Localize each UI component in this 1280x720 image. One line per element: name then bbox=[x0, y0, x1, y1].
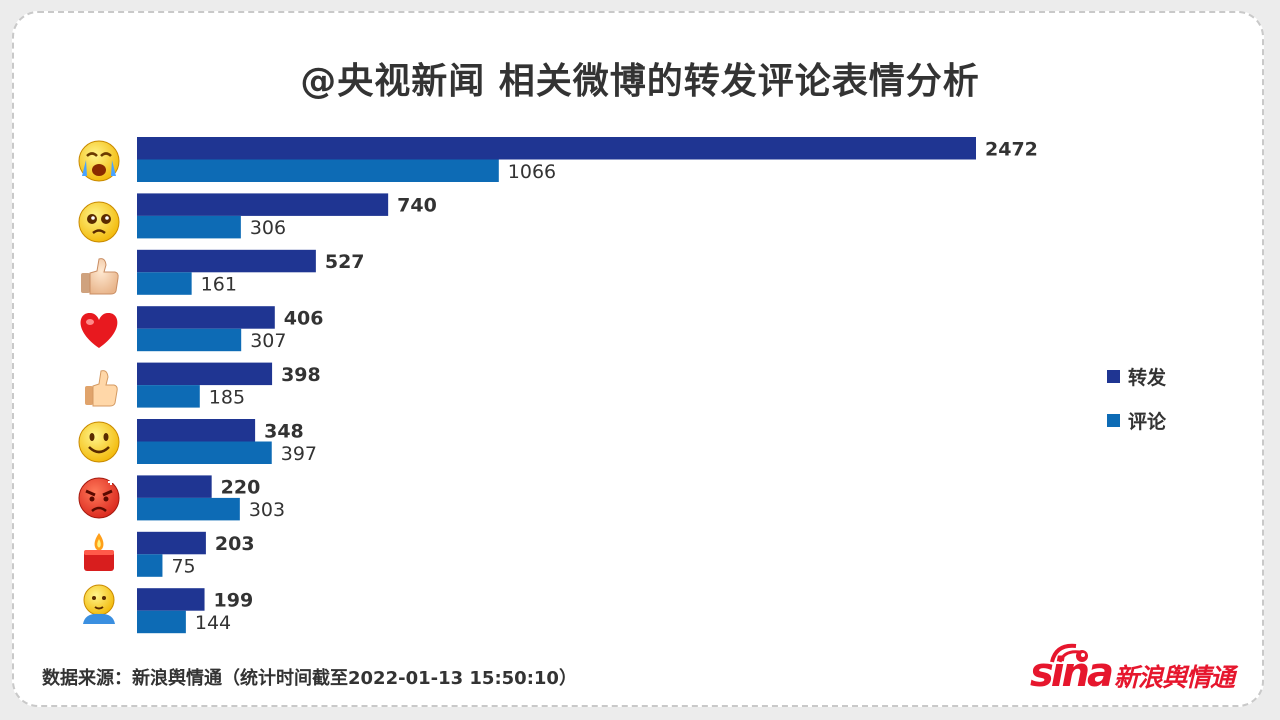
bar-smiling-face-comment bbox=[137, 441, 272, 464]
value-label-thumbs-up-yellow-forward: 398 bbox=[281, 364, 321, 386]
bar-thumbs-up-yellow-forward bbox=[137, 362, 273, 386]
value-label-candle-forward: 203 bbox=[215, 533, 255, 555]
bar-thumbs-up-light-comment bbox=[137, 272, 192, 295]
legend: 转发 评论 bbox=[1107, 366, 1167, 433]
bar-angry-face-comment bbox=[137, 497, 240, 521]
value-label-red-heart-comment: 307 bbox=[250, 330, 286, 352]
value-label-pleading-face-forward: 740 bbox=[397, 195, 437, 217]
value-label-crying-face-forward: 2472 bbox=[985, 138, 1038, 160]
hugging-person-icon bbox=[83, 584, 115, 624]
sina-eye-icon bbox=[1050, 643, 1088, 663]
value-label-thumbs-up-light-comment: 161 bbox=[201, 274, 237, 296]
value-label-hugging-person-forward: 199 bbox=[214, 589, 254, 611]
value-label-angry-face-comment: 303 bbox=[249, 499, 285, 521]
value-label-crying-face-comment: 1066 bbox=[508, 161, 556, 183]
bar-crying-face-forward bbox=[137, 137, 976, 160]
smiling-face-icon bbox=[78, 421, 120, 463]
thumbs-up-light-icon bbox=[81, 258, 119, 295]
value-label-angry-face-forward: 220 bbox=[221, 477, 261, 499]
value-label-red-heart-forward: 406 bbox=[284, 307, 324, 329]
thumbs-up-yellow-icon bbox=[85, 370, 118, 407]
bar-candle-forward bbox=[137, 531, 206, 555]
bars-layer bbox=[137, 137, 976, 634]
bar-crying-face-comment bbox=[137, 159, 499, 182]
candle-icon bbox=[84, 533, 114, 571]
legend-label-forward: 转发 bbox=[1128, 366, 1167, 389]
sina-wordmark: sina bbox=[1030, 650, 1114, 696]
angry-face-icon bbox=[78, 477, 120, 519]
value-label-smiling-face-comment: 397 bbox=[281, 443, 317, 465]
bar-thumbs-up-yellow-comment bbox=[137, 385, 200, 408]
legend-swatch-forward bbox=[1107, 370, 1120, 383]
red-heart-icon bbox=[80, 312, 118, 348]
value-label-pleading-face-comment: 306 bbox=[250, 217, 286, 239]
value-label-thumbs-up-light-forward: 527 bbox=[325, 251, 365, 273]
bar-red-heart-comment bbox=[137, 328, 242, 352]
bar-pleading-face-comment bbox=[137, 215, 241, 239]
chart-title: @央视新闻 相关微博的转发评论表情分析 bbox=[300, 61, 980, 102]
crying-face-icon bbox=[78, 140, 120, 182]
bar-angry-face-forward bbox=[137, 475, 212, 498]
sina-product-name: 新浪舆情通 bbox=[1114, 663, 1235, 692]
value-label-thumbs-up-yellow-comment: 185 bbox=[209, 386, 245, 408]
bar-hugging-person-comment bbox=[137, 610, 186, 634]
value-label-hugging-person-comment: 144 bbox=[195, 612, 231, 634]
bar-hugging-person-forward bbox=[137, 588, 205, 611]
chart-card bbox=[12, 11, 1264, 707]
data-source-note: 数据来源：新浪舆情通（统计时间截至2022-01-13 15:50:10） bbox=[42, 668, 577, 689]
bar-candle-comment bbox=[137, 554, 163, 577]
pleading-face-icon bbox=[78, 201, 120, 243]
legend-label-comment: 评论 bbox=[1128, 410, 1167, 433]
bar-red-heart-forward bbox=[137, 306, 275, 329]
sina-logo: sina 新浪舆情通 bbox=[1030, 636, 1245, 696]
value-label-candle-comment: 75 bbox=[171, 556, 195, 578]
bar-thumbs-up-light-forward bbox=[137, 249, 316, 273]
value-label-smiling-face-forward: 348 bbox=[264, 420, 304, 442]
legend-swatch-comment bbox=[1107, 414, 1120, 427]
bar-smiling-face-forward bbox=[137, 419, 256, 442]
bar-pleading-face-forward bbox=[137, 193, 389, 216]
